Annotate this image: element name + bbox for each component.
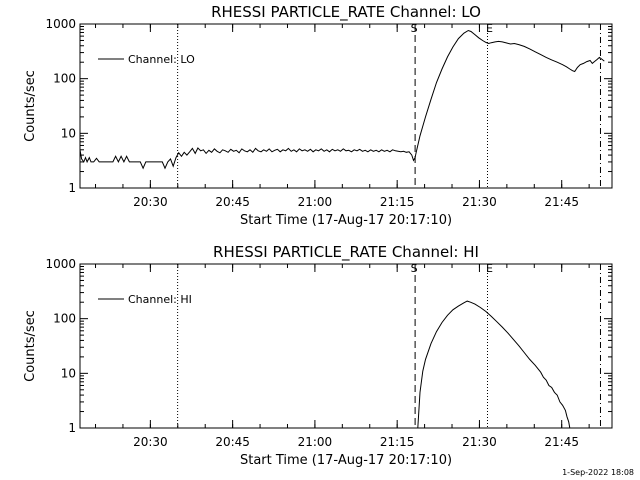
series-line-hi [417,300,571,429]
x-tick-label: 21:00 [298,195,333,209]
y-tick-label: 1 [68,421,76,435]
x-tick-label: 21:00 [298,435,333,449]
y-axis-label: Counts/sec [23,310,38,382]
chart-title: RHESSI PARTICLE_RATE Channel: HI [213,243,479,262]
x-tick-label: 21:15 [380,195,415,209]
plot-frame [79,263,613,429]
panel-lo: RHESSI PARTICLE_RATE Channel: LO Counts/s… [23,3,613,228]
y-tick-label: 100 [53,72,76,86]
x-axis-label: Start Time (17-Aug-17 20:17:10) [240,453,452,468]
series-line-lo [79,29,605,170]
y-tick-label: 1000 [45,257,76,271]
legend-label: Channel: LO [128,53,195,66]
x-tick-label: 21:30 [462,195,497,209]
x-axis-label: Start Time (17-Aug-17 20:17:10) [240,213,452,228]
plot-frame [79,23,613,189]
legend-label: Channel: HI [128,293,192,306]
y-tick-label: 10 [61,126,76,140]
y-tick-label: 1 [68,181,76,195]
marker-label: E [486,22,493,35]
x-tick-label: 21:30 [462,435,497,449]
footer-timestamp: 1-Sep-2022 18:08 [562,468,634,477]
x-tick-label: 20:45 [215,195,250,209]
chart-title: RHESSI PARTICLE_RATE Channel: LO [211,3,481,22]
x-tick-label: 21:45 [544,435,579,449]
y-tick-label: 10 [61,366,76,380]
marker-label: S [411,22,418,35]
x-tick-label: 21:45 [544,195,579,209]
x-tick-label: 20:30 [133,195,168,209]
x-tick-label: 20:45 [215,435,250,449]
marker-label: S [411,262,418,275]
y-tick-label: 1000 [45,17,76,31]
y-tick-label: 100 [53,312,76,326]
marker-label: E [486,262,493,275]
panel-hi: RHESSI PARTICLE_RATE Channel: HI Counts/s… [23,243,613,468]
x-tick-label: 20:30 [133,435,168,449]
y-axis-label: Counts/sec [23,70,38,142]
x-tick-label: 21:15 [380,435,415,449]
